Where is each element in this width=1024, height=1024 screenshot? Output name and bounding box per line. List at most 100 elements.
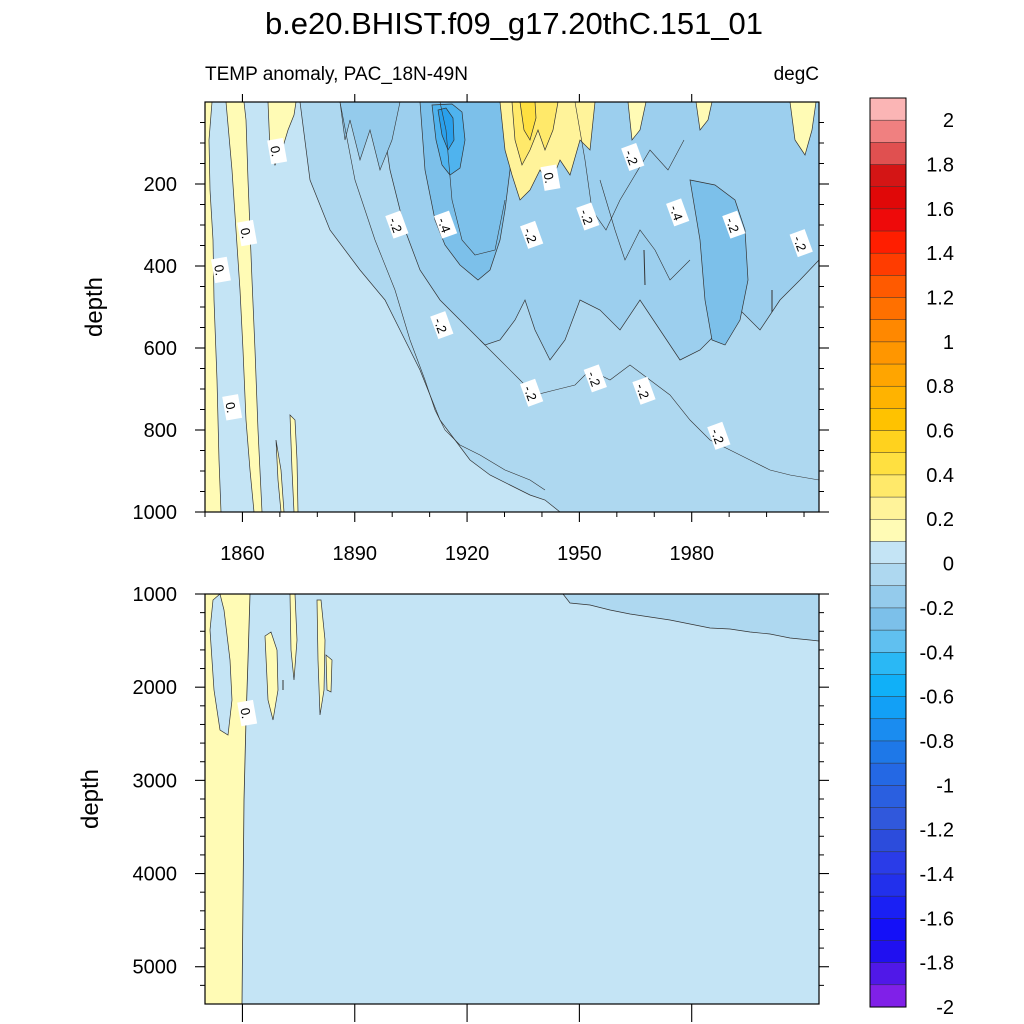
contour-label-text: -.2 (521, 384, 540, 403)
contour-label: 0. (540, 164, 561, 191)
y-tick-label: 2000 (133, 677, 178, 699)
colorbar-label: -1.2 (920, 820, 954, 842)
contour-label-bg (520, 220, 544, 249)
y-tick-label: 800 (144, 420, 177, 442)
colorbar-label: -1.8 (920, 953, 954, 975)
contour-tick (643, 249, 646, 286)
contour-label: -.2 (789, 229, 813, 258)
colorbar-label: -0.4 (920, 642, 954, 664)
colorbar-swatch (869, 652, 907, 675)
x-tick-label: 1980 (669, 543, 714, 565)
contour-label: -.2 (385, 210, 409, 239)
lower-band-minus-02 (562, 594, 819, 642)
x-tick-label: 1890 (333, 543, 378, 565)
upper-axis-ticks: 1860 1890 1920 1950 1980 200 400 600 800 1000 (133, 94, 829, 565)
field-positive-strip-4 (289, 414, 299, 512)
colorbar-swatch (869, 452, 907, 476)
contour-label-bg (576, 202, 600, 231)
contour-label-text: -.2 (790, 234, 809, 253)
contour-line (599, 179, 691, 281)
lower-base-light-blue (205, 594, 819, 1004)
colorbar-swatch (869, 186, 907, 210)
lower-positive-patch-a (264, 631, 279, 721)
colorbar-swatch (869, 696, 907, 720)
y-tick-label: 400 (144, 256, 177, 278)
colorbar-label: -2 (936, 997, 954, 1019)
colorbar-swatch (869, 851, 907, 875)
contour-label-bg (583, 364, 607, 393)
contour-label-bg (433, 210, 458, 239)
contour-label-bg (540, 164, 561, 191)
contour-label-text: 0. (237, 707, 254, 720)
colorbar-swatch (869, 718, 907, 742)
field-surface-variability (339, 102, 401, 171)
colorbar-swatch (869, 97, 907, 121)
colorbar: 2 1.8 1.6 1.4 1.2 1 0.8 0.6 0.4 0.2 0 -0.2 -0.4 -0.6 -… (869, 97, 954, 1019)
y-tick-label: 1000 (133, 584, 178, 606)
colorbar-swatch (869, 119, 907, 143)
colorbar-label: 1 (943, 332, 954, 354)
field-positive-patch-a (627, 102, 647, 141)
contour-label: 0. (237, 219, 258, 247)
contour-label-bg (210, 256, 231, 284)
contour-label-text: -.2 (386, 215, 405, 234)
contour-label-text: 0. (222, 401, 239, 414)
contour-label: -.2 (621, 142, 645, 172)
colorbar-label: -1 (936, 775, 954, 797)
panel-subtitle: TEMP anomaly, PAC_18N-49N (205, 64, 468, 85)
colorbar-label: -1.4 (920, 864, 954, 886)
lower-positive-patch-d (325, 654, 333, 693)
field-positive-strip-5 (275, 439, 285, 512)
colorbar-swatch (869, 252, 907, 276)
colorbar-swatch (869, 164, 907, 188)
colorbar-swatch (869, 563, 907, 587)
contour-label-bg (789, 229, 813, 258)
contour-label-bg (722, 210, 746, 239)
contour-label: -.4 (433, 210, 458, 239)
contour-label-text: -.4 (434, 215, 453, 234)
colorbar-swatch (869, 607, 907, 631)
y-tick-label: 5000 (133, 957, 178, 979)
contour-label-bg (385, 210, 409, 239)
contour-line (439, 102, 506, 256)
colorbar-swatch (869, 518, 907, 542)
field-positive-left-strip (205, 102, 222, 512)
colorbar-swatch (869, 541, 907, 565)
colorbar-swatch (869, 785, 907, 809)
contour-label-text: -.2 (577, 207, 596, 226)
lower-field (205, 594, 819, 1004)
contour-label-text: -.2 (584, 369, 603, 388)
contour-label: 0. (237, 699, 258, 727)
colorbar-swatch (869, 363, 907, 387)
lower-positive-patch-c (316, 599, 326, 716)
colorbar-swatch (869, 940, 907, 964)
contour-label-bg (222, 394, 243, 421)
colorbar-label: -1.6 (920, 908, 954, 930)
colorbar-swatch (869, 984, 907, 1008)
x-tick-label: 1950 (557, 543, 602, 565)
contour-line (574, 102, 685, 231)
contour-label-bg (666, 198, 690, 227)
y-tick-label: 3000 (133, 770, 178, 792)
lower-positive-patch-b (289, 594, 298, 681)
contour-label-text: -.2 (622, 148, 641, 167)
colorbar-swatch (869, 297, 907, 321)
contour-label: -.4 (666, 198, 690, 227)
contour-label: -.2 (520, 378, 544, 407)
contour-label-text: -.2 (431, 316, 450, 335)
contour-label-text: -.2 (708, 427, 727, 446)
contour-label-text: -.2 (633, 382, 652, 401)
contour-label-text: -.2 (521, 226, 540, 245)
colorbar-label: -0.6 (920, 687, 954, 709)
upper-contour-labels: 0. 0. 0. 0. -.2 -.4 -.2 0. -.2 -.2 -.2 -.4 -.2 -.2 -.2… (210, 137, 813, 450)
colorbar-swatch (869, 142, 907, 166)
colorbar-label: 0 (943, 554, 954, 576)
units-label: degC (774, 64, 819, 85)
contour-label-bg (237, 699, 258, 727)
colorbar-swatch (869, 408, 907, 432)
contour-label-bg (267, 137, 288, 165)
field-positive-1930s-peak (519, 102, 537, 141)
colorbar-swatch (869, 873, 907, 897)
